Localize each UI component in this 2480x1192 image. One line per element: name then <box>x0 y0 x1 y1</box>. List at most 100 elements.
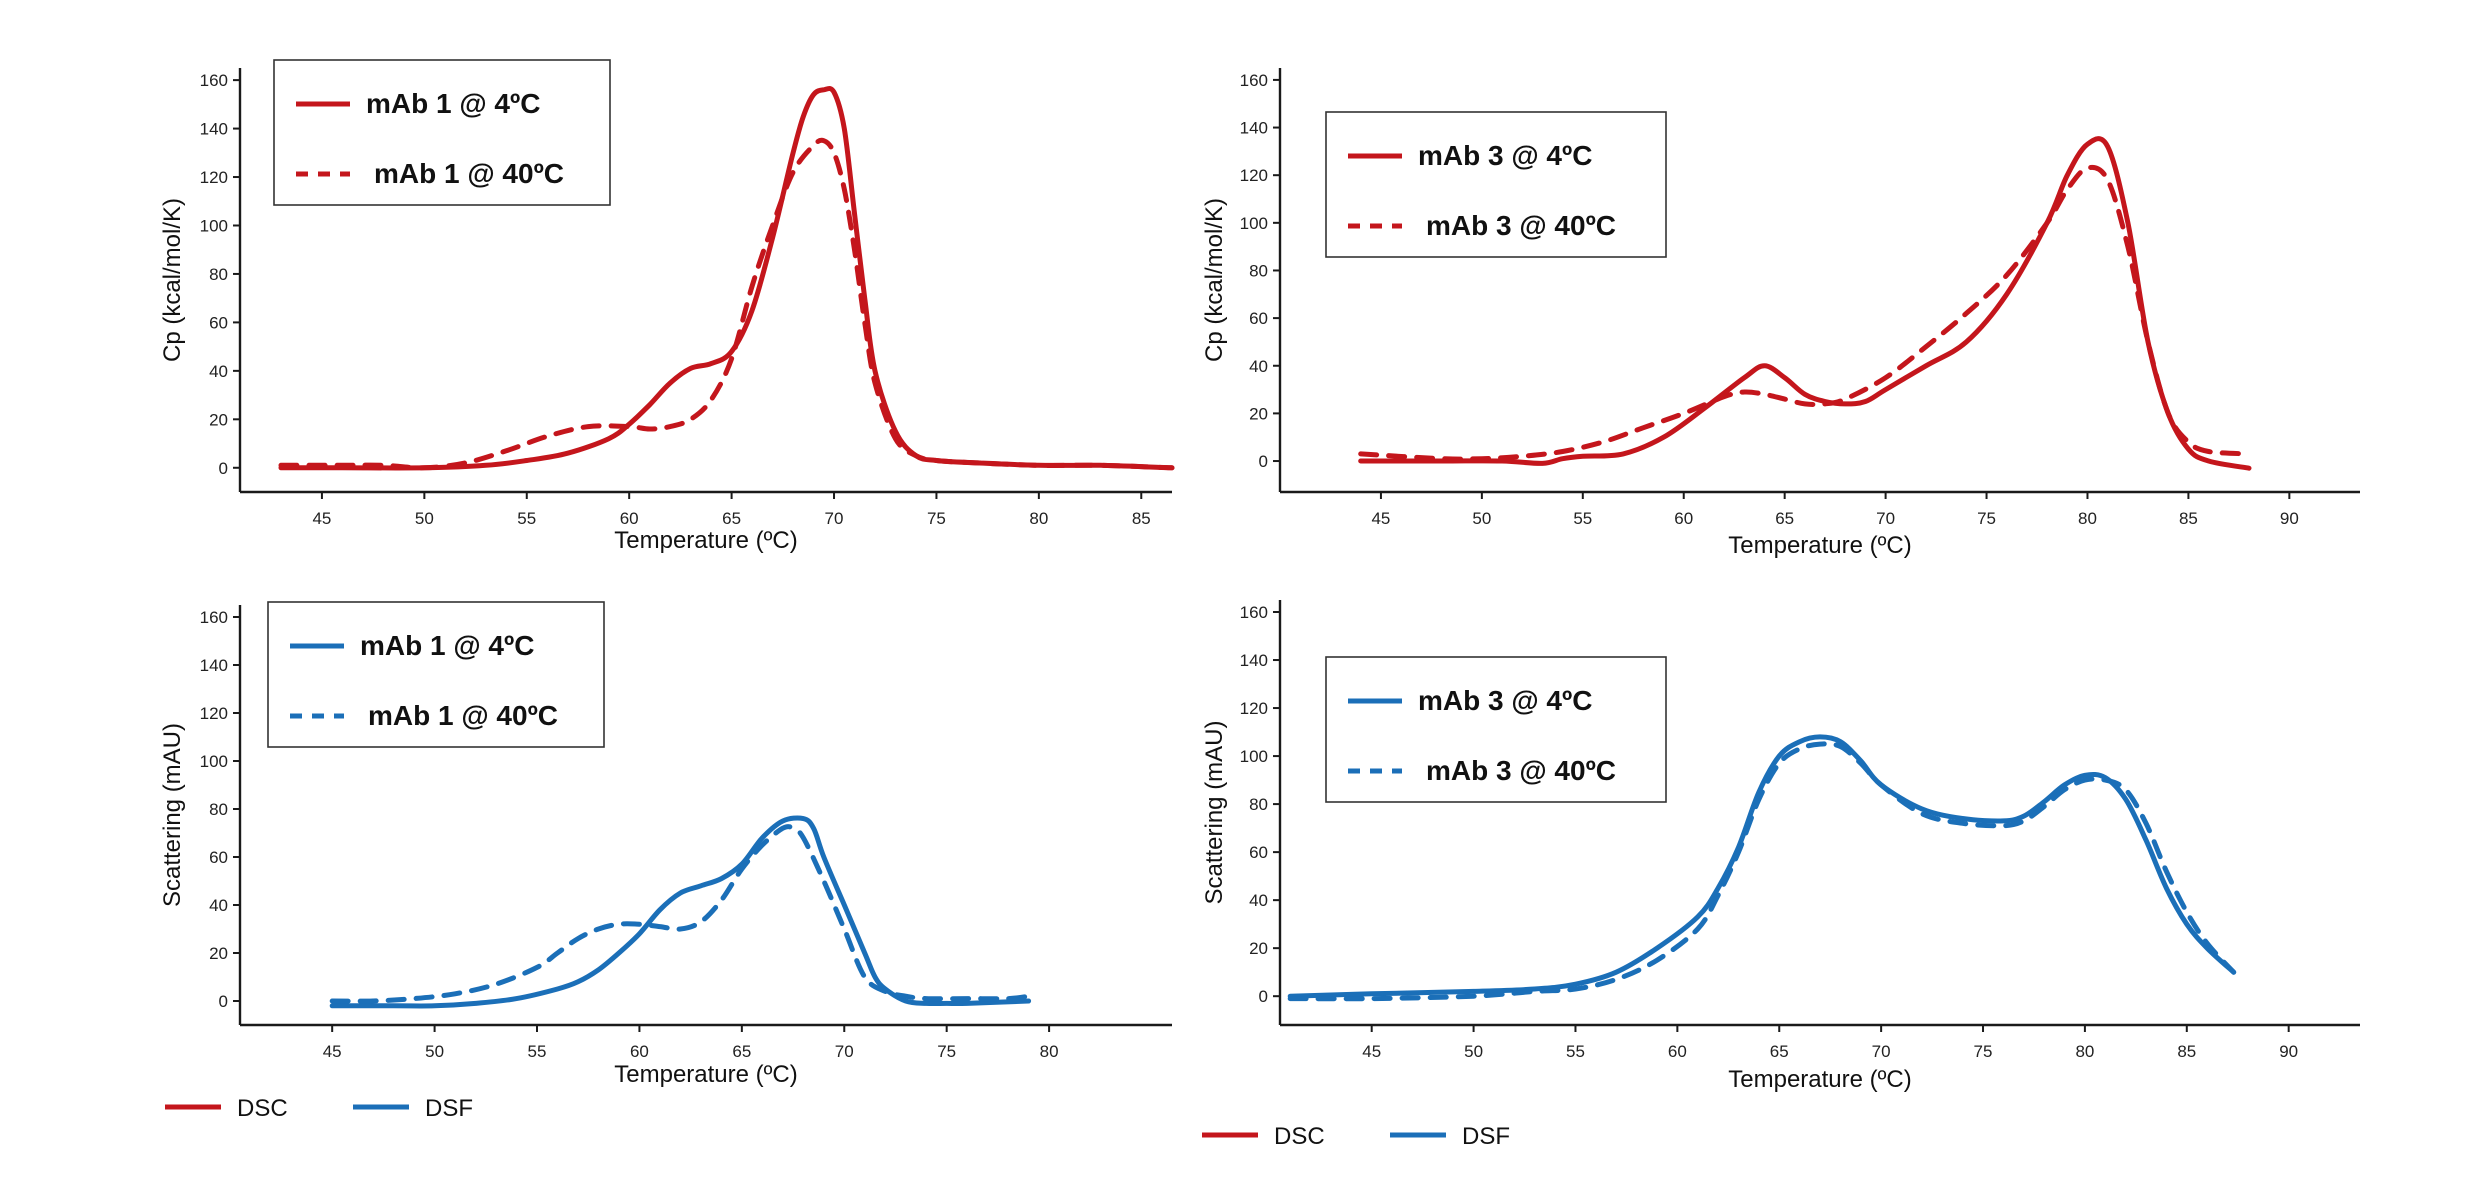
y-tick-label: 160 <box>1240 71 1268 90</box>
y-tick-label: 140 <box>1240 119 1268 138</box>
x-tick-label: 65 <box>1770 1042 1789 1061</box>
y-tick-label: 40 <box>209 362 228 381</box>
x-tick-label: 50 <box>1472 509 1491 528</box>
legend: mAb 1 @ 4ºC mAb 1 @ 40ºC <box>267 601 605 748</box>
x-tick-label: 60 <box>620 509 639 528</box>
x-tick-label: 90 <box>2280 509 2299 528</box>
y-tick-label: 120 <box>1240 166 1268 185</box>
x-tick-label: 65 <box>722 509 741 528</box>
y-tick-label: 0 <box>219 459 228 478</box>
x-tick-label: 50 <box>1464 1042 1483 1061</box>
legend-label: mAb 1 @ 40ºC <box>368 700 558 731</box>
x-tick-label: 75 <box>1974 1042 1993 1061</box>
x-tick-label: 75 <box>1977 509 1996 528</box>
y-tick-label: 140 <box>200 656 228 675</box>
x-tick-label: 55 <box>1566 1042 1585 1061</box>
legend-label: mAb 3 @ 4ºC <box>1418 685 1592 716</box>
x-tick-label: 65 <box>732 1042 751 1061</box>
x-axis-label: Temperature (ºC) <box>614 527 797 554</box>
x-tick-label: 45 <box>1371 509 1390 528</box>
x-tick-label: 60 <box>1674 509 1693 528</box>
series-line-dashed <box>1358 164 2252 462</box>
x-tick-label: 70 <box>825 509 844 528</box>
y-axis-label: Scattering (mAU) <box>159 723 186 907</box>
y-tick-label: 100 <box>1240 747 1268 766</box>
chart-panel-2: 0 20 40 60 80 100 120 140 160 45 50 55 60 65 70 75 80 85 9… <box>1201 68 2360 559</box>
y-tick-label: 60 <box>209 848 228 867</box>
legend: mAb 3 @ 4ºC mAb 3 @ 40ºC <box>1325 111 1667 258</box>
y-tick-label: 40 <box>1249 891 1268 910</box>
x-tick-label: 70 <box>835 1042 854 1061</box>
x-tick-label: 65 <box>1775 509 1794 528</box>
chart-panel-1: 0 20 40 60 80 100 120 140 160 45 50 55 60 65 70 75 80 85 T… <box>159 59 1175 554</box>
y-axis-label: Cp (kcal/mol/K) <box>1201 198 1228 362</box>
y-tick-label: 100 <box>200 216 228 235</box>
y-tick-label: 140 <box>1240 651 1268 670</box>
y-tick-label: 140 <box>200 120 228 139</box>
x-tick-label: 85 <box>2179 509 2198 528</box>
y-tick-label: 60 <box>1249 309 1268 328</box>
legend-box <box>267 601 605 748</box>
y-tick-label: 80 <box>1249 261 1268 280</box>
x-axis-label: Temperature (ºC) <box>1728 532 1911 559</box>
chart-panel-3: 0 20 40 60 80 100 120 140 160 45 50 55 60 65 70 75 80 Tem… <box>159 601 1172 1088</box>
y-tick-label: 160 <box>200 608 228 627</box>
y-tick-label: 60 <box>209 313 228 332</box>
series-line-solid <box>1287 734 2237 999</box>
y-tick-label: 160 <box>1240 603 1268 622</box>
y-axis-label: Scattering (mAU) <box>1201 720 1228 904</box>
y-tick-label: 0 <box>219 992 228 1011</box>
x-tick-label: 45 <box>323 1042 342 1061</box>
y-tick-label: 160 <box>200 71 228 90</box>
series-line-dashed <box>1287 741 2237 1002</box>
legend-label: mAb 3 @ 40ºC <box>1426 210 1616 241</box>
x-tick-label: 60 <box>630 1042 649 1061</box>
method-legend-label: DSC <box>1274 1123 1325 1150</box>
x-axis-label: Temperature (ºC) <box>1728 1066 1911 1093</box>
y-tick-label: 40 <box>1249 357 1268 376</box>
y-tick-label: 60 <box>1249 843 1268 862</box>
legend-label: mAb 3 @ 4ºC <box>1418 140 1592 171</box>
x-tick-label: 45 <box>1362 1042 1381 1061</box>
y-tick-label: 80 <box>1249 795 1268 814</box>
legend-label: mAb 1 @ 4ºC <box>360 630 534 661</box>
x-tick-label: 70 <box>1872 1042 1891 1061</box>
x-tick-label: 55 <box>528 1042 547 1061</box>
y-tick-label: 20 <box>209 944 228 963</box>
method-legend-label: DSF <box>425 1095 473 1122</box>
y-tick-label: 20 <box>1249 939 1268 958</box>
y-tick-label: 0 <box>1259 987 1268 1006</box>
x-tick-label: 90 <box>2279 1042 2298 1061</box>
x-tick-label: 70 <box>1876 509 1895 528</box>
method-legend-label: DSF <box>1462 1123 1510 1150</box>
legend: mAb 1 @ 4ºC mAb 1 @ 40ºC <box>273 59 611 206</box>
y-tick-label: 100 <box>200 752 228 771</box>
y-tick-label: 40 <box>209 896 228 915</box>
legend-box <box>1325 111 1667 258</box>
x-tick-label: 50 <box>415 509 434 528</box>
y-axis-label: Cp (kcal/mol/K) <box>159 198 186 362</box>
legend-box <box>1325 656 1667 803</box>
y-tick-label: 80 <box>209 265 228 284</box>
y-tick-label: 120 <box>200 168 228 187</box>
legend-label: mAb 3 @ 40ºC <box>1426 755 1616 786</box>
method-legend-label: DSC <box>237 1095 288 1122</box>
x-tick-label: 55 <box>1573 509 1592 528</box>
series-line-dashed <box>278 137 1175 471</box>
legend: mAb 3 @ 4ºC mAb 3 @ 40ºC <box>1325 656 1667 803</box>
y-tick-label: 80 <box>209 800 228 819</box>
legend-label: mAb 1 @ 4ºC <box>366 88 540 119</box>
x-tick-label: 45 <box>312 509 331 528</box>
x-tick-label: 75 <box>927 509 946 528</box>
x-tick-label: 80 <box>2075 1042 2094 1061</box>
x-tick-label: 85 <box>2177 1042 2196 1061</box>
x-tick-label: 85 <box>1132 509 1151 528</box>
series-line-solid <box>329 815 1032 1009</box>
y-tick-label: 100 <box>1240 214 1268 233</box>
x-tick-label: 75 <box>937 1042 956 1061</box>
chart-panel-4: 0 20 40 60 80 100 120 140 160 45 50 55 60 65 70 75 80 85 9… <box>1201 600 2360 1093</box>
x-tick-label: 80 <box>1040 1042 1059 1061</box>
series-line-dashed <box>329 824 1032 1004</box>
x-tick-label: 80 <box>1029 509 1048 528</box>
